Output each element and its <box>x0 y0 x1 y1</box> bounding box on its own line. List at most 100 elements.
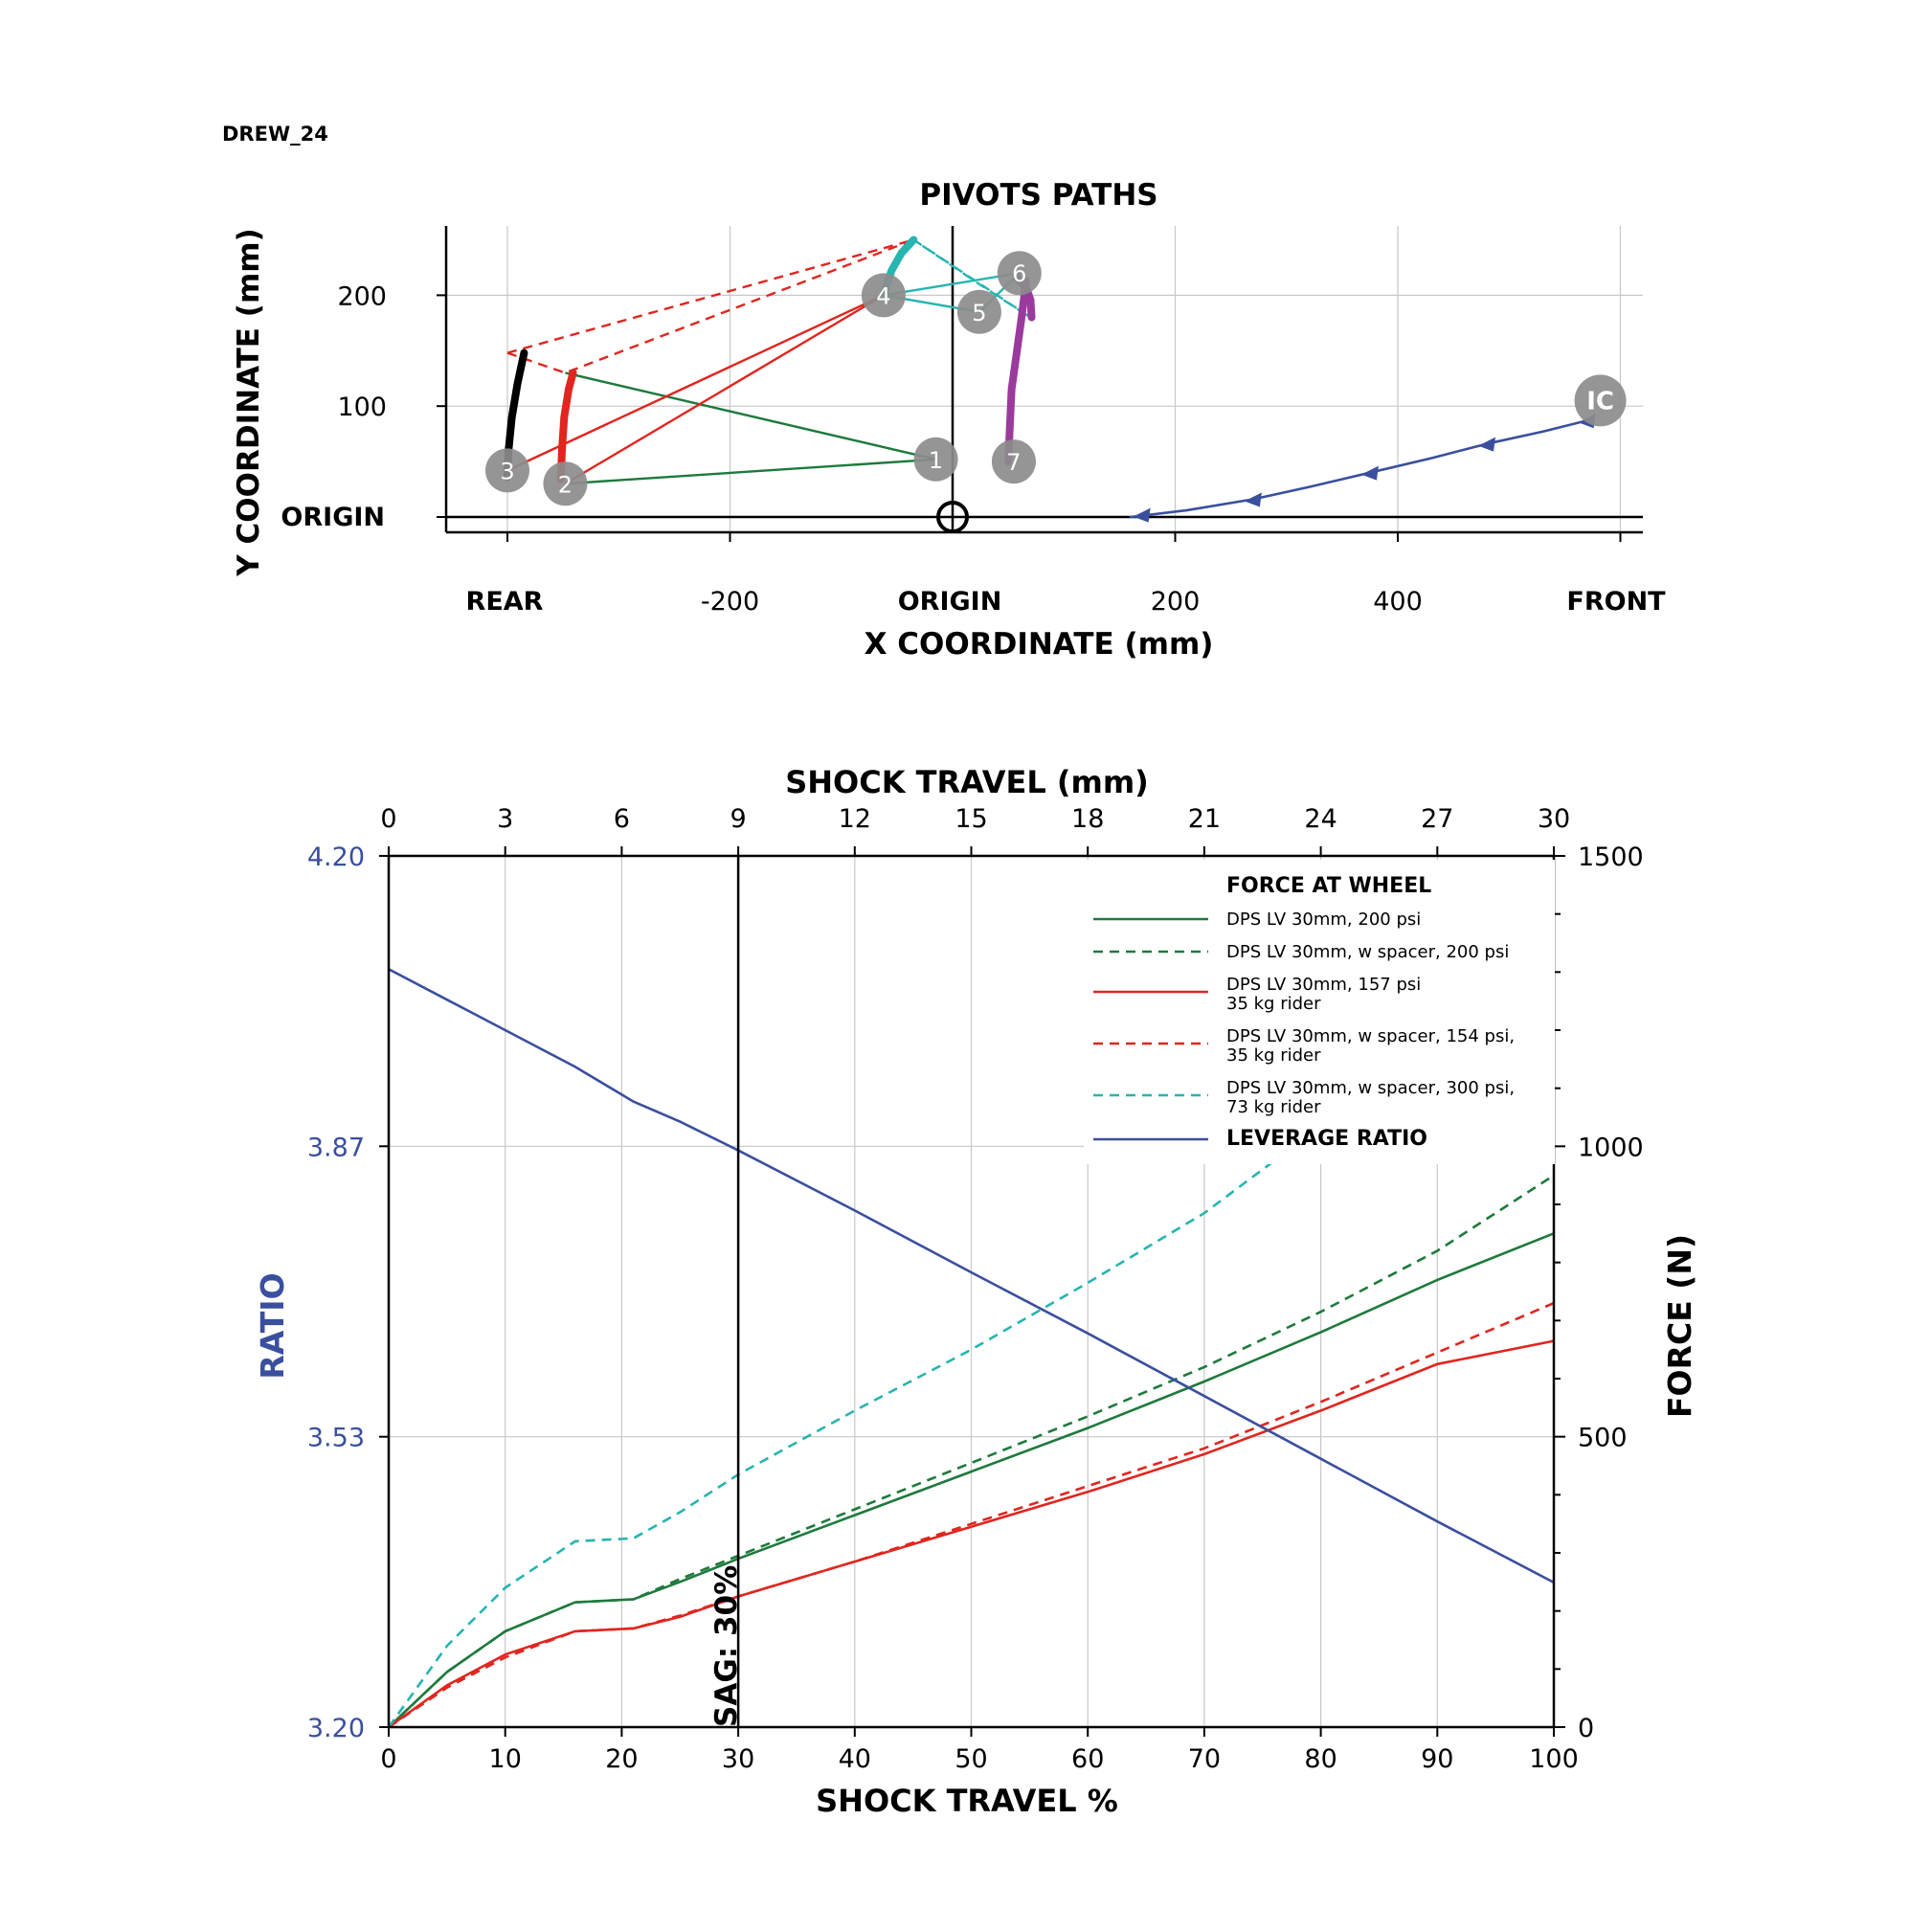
x-tick-label: 20 <box>605 1744 638 1774</box>
force-leverage-chart: 0 10 20 30 40 50 60 70 80 90 1000 3 6 9 12 15 18 21 24 27 30… <box>254 764 1698 1819</box>
ratio-tick-label: 3.53 <box>307 1424 365 1453</box>
x2-tick-label: 24 <box>1304 804 1337 834</box>
legend-label: LEVERAGE RATIO <box>1226 1127 1427 1151</box>
x-tick-label: 80 <box>1304 1744 1337 1774</box>
pivot-4 <box>861 273 906 318</box>
series-line <box>388 1174 1555 1728</box>
legend-label: 35 kg rider <box>1226 994 1321 1014</box>
pivot-path <box>556 369 577 483</box>
x-tick-label: 10 <box>489 1744 522 1774</box>
origin-marker <box>936 501 969 533</box>
force-series-lines <box>387 898 1555 1729</box>
series-line <box>388 1301 1555 1729</box>
pivots-x-tick-label: -200 <box>701 587 759 617</box>
force-tick-labels: 0 10 20 30 40 50 60 70 80 90 1000 3 6 9 12 15 18 21 24 27 30… <box>307 804 1644 1774</box>
y-axis-label-force: FORCE (N) <box>1661 1234 1698 1418</box>
legend-label: 73 kg rider <box>1226 1097 1321 1117</box>
pivots-paths-chart: PIVOTS PATHS X COORDINATE (mm) Y COORDIN… <box>232 178 1666 662</box>
x2-tick-label: 3 <box>497 804 513 834</box>
pivot-label: 5 <box>972 300 986 326</box>
pivots-y-tick-label: 200 <box>337 281 387 311</box>
pivot-label: IC <box>1586 387 1614 416</box>
pivot-label: 2 <box>558 471 573 498</box>
x-axis-label-mm: SHOCK TRAVEL (mm) <box>785 764 1149 800</box>
linkage-line <box>883 271 1023 314</box>
pivot-3 <box>485 448 529 493</box>
legend-label: 35 kg rider <box>1226 1045 1321 1066</box>
x-tick-label: 60 <box>1071 1744 1104 1774</box>
x2-tick-label: 18 <box>1071 804 1104 834</box>
series-line <box>388 968 1555 1584</box>
legend-box <box>1084 860 1555 1164</box>
force-axes <box>379 846 1565 1737</box>
x-tick-label: 100 <box>1529 1744 1579 1774</box>
legend-label: DPS LV 30mm, 157 psi <box>1226 975 1421 995</box>
pivots-x-tick-front: FRONT <box>1566 587 1666 617</box>
ic-arrow <box>1478 437 1495 452</box>
pivot-label: 6 <box>1012 260 1026 287</box>
pivots-x-tick-label: 400 <box>1373 587 1423 617</box>
pivot-label: 1 <box>929 447 943 474</box>
linkage-line <box>565 371 936 461</box>
pivot-label: 4 <box>876 282 890 309</box>
legend: FORCE AT WHEEL DPS LV 30mm, 200 psi DPS L… <box>1084 860 1555 1164</box>
linkage-line <box>506 238 914 374</box>
ic-arrow <box>1360 465 1379 481</box>
force-tick-label: 0 <box>1578 1714 1594 1743</box>
force-plot-frame <box>387 854 1556 1729</box>
pivots-grid <box>446 226 1643 532</box>
pivots-y-tick-label: 100 <box>337 393 387 422</box>
pivots-x-tick-label: 200 <box>1151 587 1201 617</box>
pivot-2 <box>543 461 588 506</box>
pivot-ic <box>1574 374 1627 427</box>
x2-tick-label: 0 <box>380 804 396 834</box>
ic-arrow <box>1133 507 1151 523</box>
linkage-line <box>912 238 1032 319</box>
pivot-7 <box>991 439 1036 484</box>
x2-tick-label: 15 <box>955 804 987 834</box>
pivots-x-tick-rear: REAR <box>466 587 544 617</box>
series-line <box>388 1339 1555 1729</box>
x-tick-label: 0 <box>380 1744 396 1774</box>
pivots-x-tick-origin: ORIGIN <box>898 587 1002 617</box>
ratio-tick-label: 3.87 <box>307 1133 365 1162</box>
figure-id: DREW_24 <box>222 123 328 146</box>
pivots-marks: 1 2 3 4 56 7 IC <box>485 236 1627 533</box>
pivots-tick-labels: 100 200 -200 200 400 <box>337 281 1422 617</box>
pivots-axes <box>437 226 1643 542</box>
force-tick-label: 500 <box>1578 1424 1628 1453</box>
x-tick-label: 90 <box>1421 1744 1453 1774</box>
x-tick-label: 70 <box>1188 1744 1221 1774</box>
pivot-path <box>1004 277 1030 466</box>
x2-tick-label: 12 <box>839 804 871 834</box>
pivot-1 <box>913 437 958 482</box>
legend-label: DPS LV 30mm, w spacer, 200 psi <box>1226 942 1509 962</box>
force-tick-label: 1500 <box>1578 842 1644 872</box>
pivots-x-axis-label: X COORDINATE (mm) <box>865 627 1214 662</box>
x2-tick-label: 6 <box>614 804 630 834</box>
pivots-title: PIVOTS PATHS <box>919 178 1157 213</box>
x2-tick-label: 21 <box>1188 804 1221 834</box>
ratio-tick-label: 3.20 <box>307 1714 365 1743</box>
x-axis-label-percent: SHOCK TRAVEL % <box>816 1783 1118 1819</box>
pivot-label: 7 <box>1006 449 1021 476</box>
pivot-6 <box>997 251 1042 296</box>
legend-label: DPS LV 30mm, 200 psi <box>1226 910 1421 930</box>
x-tick-label: 50 <box>955 1744 987 1774</box>
x2-tick-label: 9 <box>730 804 747 834</box>
x-tick-label: 40 <box>839 1744 871 1774</box>
linkage-line <box>565 458 936 485</box>
x2-tick-label: 30 <box>1538 804 1570 834</box>
pivots-y-axis-label: Y COORDINATE (mm) <box>232 228 266 576</box>
force-tick-label: 1000 <box>1578 1133 1644 1162</box>
legend-title: FORCE AT WHEEL <box>1226 874 1431 898</box>
y-axis-label-ratio: RATIO <box>254 1272 291 1379</box>
linkage-line <box>506 351 566 374</box>
sag-label: SAG: 30% <box>709 1565 744 1727</box>
pivot-label: 3 <box>500 458 514 484</box>
legend-label: DPS LV 30mm, w spacer, 154 psi, <box>1226 1026 1515 1046</box>
pivot-5 <box>956 289 1001 334</box>
legend-label: DPS LV 30mm, w spacer, 300 psi, <box>1226 1078 1515 1098</box>
x2-tick-label: 27 <box>1421 804 1453 834</box>
